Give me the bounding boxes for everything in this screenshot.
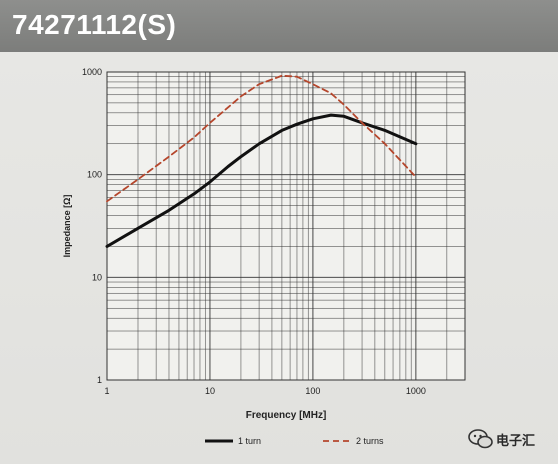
legend-label-1: 1 turn [238,436,261,446]
y-axis-label: Impedance [Ω] [62,195,72,258]
legend: 1 turn 2 turns [205,436,384,446]
watermark: 电子汇 [468,428,554,452]
wechat-logo-icon [468,429,493,449]
series-line-2 [106,74,417,203]
x-tick-label: 10 [205,386,215,396]
part-number-title: 74271112(S) [12,9,177,40]
x-axis-label: Frequency [MHz] [246,410,327,421]
y-tick-label: 1 [97,375,102,385]
legend-label-2: 2 turns [356,436,384,446]
x-tick-label: 1 [104,386,109,396]
grid-lines [106,72,466,381]
header-bar: 74271112(S) [0,0,558,52]
series-group [105,74,418,248]
watermark-text: 电子汇 [496,434,536,449]
y-tick-label: 100 [87,170,102,180]
x-tick-label: 1000 [406,386,426,396]
y-tick-label: 10 [92,272,102,282]
y-tick-label: 1000 [82,67,102,77]
tick-labels: 1 10 100 1000 1 10 100 1000 [82,67,426,396]
x-tick-label: 100 [305,386,320,396]
series-line-1 [105,113,418,248]
